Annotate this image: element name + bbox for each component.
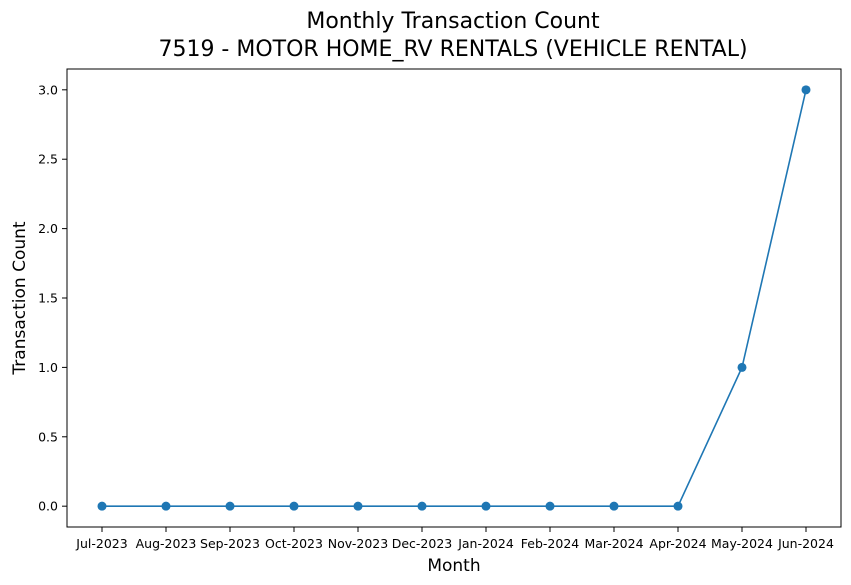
data-point (225, 501, 235, 511)
data-point (97, 501, 107, 511)
x-tick-label: Dec-2023 (392, 536, 453, 551)
data-point (801, 85, 811, 95)
data-point (417, 501, 427, 511)
data-point (289, 501, 299, 511)
data-points (97, 85, 811, 511)
chart-subtitle: 7519 - MOTOR HOME_RV RENTALS (VEHICLE RE… (158, 37, 747, 62)
x-tick-label: Nov-2023 (328, 536, 388, 551)
y-tick-label: 2.5 (38, 152, 58, 167)
x-tick-label: Jan-2024 (457, 536, 514, 551)
data-point (481, 501, 491, 511)
x-tick-label: Feb-2024 (521, 536, 580, 551)
y-tick-label: 1.5 (38, 291, 58, 306)
x-tick-label: Aug-2023 (136, 536, 197, 551)
data-point (737, 362, 747, 372)
x-tick-label: May-2024 (711, 536, 773, 551)
y-tick-label: 0.0 (38, 499, 58, 514)
x-axis: Jul-2023 Aug-2023 Sep-2023 Oct-2023 Nov-2023… (75, 527, 834, 551)
y-tick-label: 1.0 (38, 360, 58, 375)
x-tick-label: Apr-2024 (649, 536, 706, 551)
data-point (673, 501, 683, 511)
y-tick-label: 0.5 (38, 429, 58, 444)
chart-title: Monthly Transaction Count (306, 9, 600, 34)
y-tick-label: 2.0 (38, 221, 58, 236)
plot-area (66, 68, 842, 528)
x-axis-label: Month (427, 556, 480, 576)
data-point (545, 501, 555, 511)
y-axis: 0.0 0.5 1.0 1.5 2.0 2.5 3.0 (38, 82, 67, 514)
y-tick-label: 3.0 (38, 82, 58, 97)
x-tick-label: Sep-2023 (200, 536, 260, 551)
x-tick-label: Jun-2024 (777, 536, 834, 551)
x-tick-label: Mar-2024 (584, 536, 643, 551)
y-axis-label: Transaction Count (10, 221, 30, 375)
x-tick-label: Oct-2023 (265, 536, 323, 551)
series-line (102, 89, 807, 507)
data-point (609, 501, 619, 511)
data-point (161, 501, 171, 511)
data-point (353, 501, 363, 511)
x-tick-label: Jul-2023 (75, 536, 127, 551)
